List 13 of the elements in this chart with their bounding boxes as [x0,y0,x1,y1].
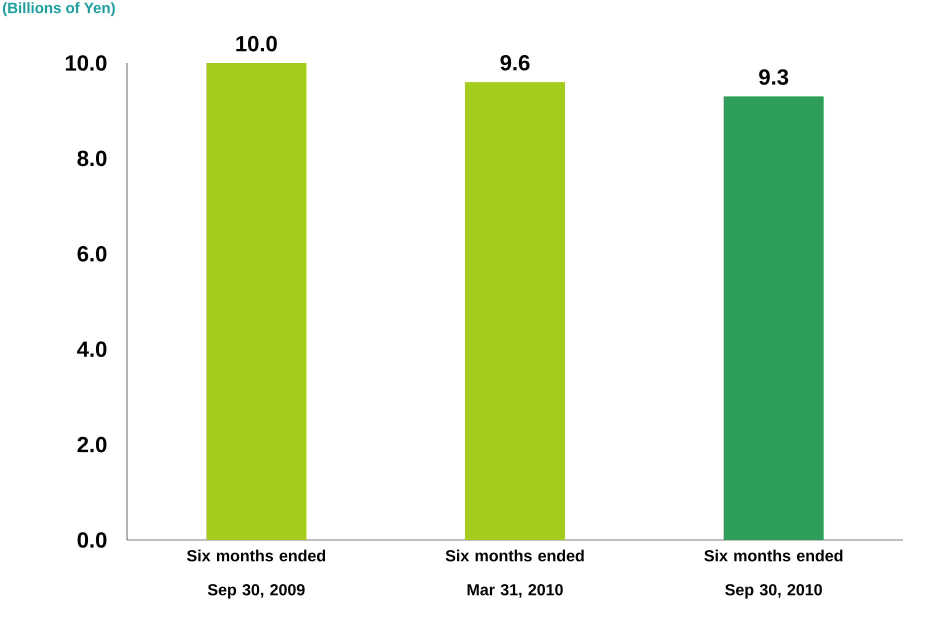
y-axis-title: (Billions of Yen) [2,2,115,16]
y-tick-label: 10.0 [66,55,106,71]
y-tick-label: 8.0 [77,150,106,166]
y-tick-label: 2.0 [78,436,106,452]
y-tick-label: 6.0 [78,246,106,262]
category-label: Six months ended Sep 30, 2010 [704,550,842,599]
data-label: 10.0 [236,36,277,52]
y-tick-label: 0.0 [78,532,106,548]
category-label: Six months ended Sep 30, 2009 [187,550,326,599]
data-label: 9.6 [500,54,530,71]
category-label: Six months ended Mar 31, 2010 [446,550,584,598]
y-tick-label: 4.0 [77,341,106,357]
data-label: 9.3 [759,69,788,85]
